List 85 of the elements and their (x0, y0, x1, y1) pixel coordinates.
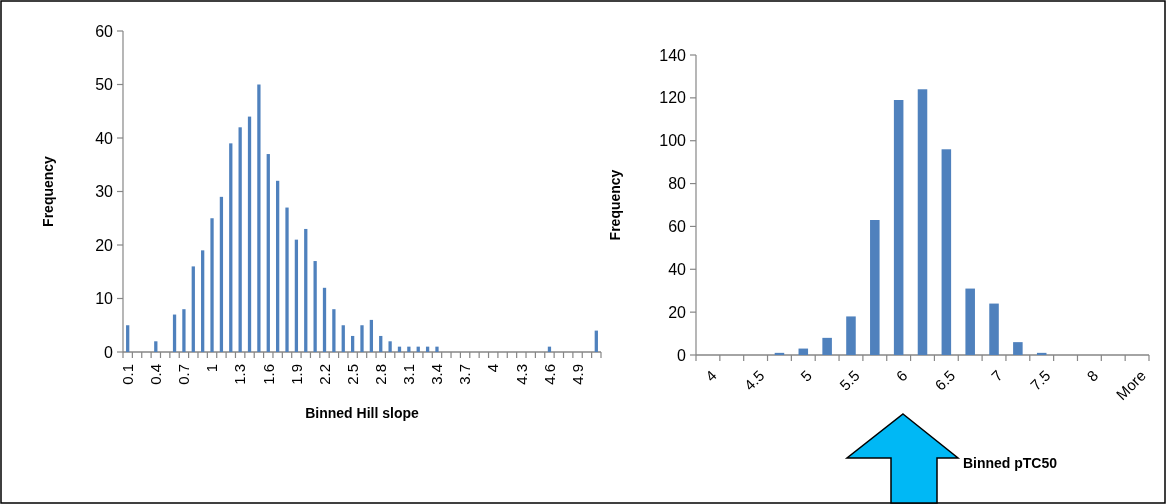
bar (247, 116, 252, 352)
x-tick-label: 4.9 (568, 364, 586, 385)
bar (126, 325, 130, 352)
bar (1013, 342, 1023, 355)
bar (1036, 352, 1047, 355)
bar (229, 143, 233, 352)
x-axis-title: Binned Hill slope (305, 405, 419, 421)
x-tick-label: 7 (987, 366, 1006, 385)
y-tick-label: 60 (95, 22, 114, 40)
x-tick-label: 1.3 (231, 364, 249, 385)
x-tick-label: 7.5 (1026, 366, 1054, 394)
x-tick-label: 1 (203, 364, 221, 373)
y-tick-label: 140 (659, 46, 687, 64)
bar (846, 316, 856, 355)
y-tick-label: 0 (104, 343, 114, 361)
y-tick-label: 10 (95, 290, 114, 308)
bar (210, 218, 214, 352)
bar (379, 335, 383, 352)
x-tick-label: 3.7 (456, 364, 474, 385)
y-tick-label: 0 (677, 346, 687, 364)
bar (294, 239, 299, 352)
y-tick-label: 40 (95, 129, 114, 147)
x-tick-label: 4.6 (540, 364, 558, 385)
bar (332, 309, 336, 352)
bar (257, 84, 261, 352)
y-tick-label: 80 (668, 175, 687, 193)
x-tick-label: 1.6 (259, 364, 277, 385)
bar (219, 196, 224, 352)
bar (360, 325, 364, 352)
bar (266, 154, 270, 352)
y-tick-label: 20 (95, 236, 114, 254)
bar (238, 127, 242, 352)
bar (341, 325, 345, 352)
y-axis-title: Frequency (40, 155, 56, 227)
x-tick-label: 2.8 (372, 364, 389, 385)
y-tick-label: 50 (95, 76, 114, 94)
x-tick-label: 4 (484, 364, 502, 373)
x-tick-label: 2.2 (315, 364, 333, 385)
bar (917, 89, 928, 355)
y-axis-title: Frequency (607, 169, 623, 241)
bar (285, 207, 289, 352)
x-axis-title: Binned pTC50 (962, 455, 1058, 471)
bar (941, 149, 952, 355)
y-tick-label: 100 (659, 132, 687, 150)
x-tick-label: 6.5 (931, 366, 959, 394)
x-tick-label: 2.5 (343, 364, 361, 385)
y-tick-label: 60 (668, 218, 687, 236)
bar (369, 319, 374, 352)
bar (322, 287, 327, 352)
bar (594, 330, 598, 352)
bar (276, 180, 280, 352)
bar (435, 346, 439, 352)
y-tick-label: 120 (659, 89, 687, 107)
bar (201, 250, 205, 352)
bar (313, 261, 317, 352)
bar (774, 352, 785, 355)
bar (893, 100, 904, 355)
bar (304, 228, 308, 352)
x-tick-label: 5.5 (836, 366, 863, 394)
x-tick-label: 0.1 (118, 364, 136, 385)
y-tick-label: 20 (668, 303, 687, 321)
bar (870, 220, 880, 355)
x-tick-label: 4.3 (512, 364, 530, 385)
bar (822, 337, 832, 355)
bar (965, 288, 975, 355)
x-tick-label: 4 (701, 366, 720, 385)
x-tick-label: 8 (1083, 366, 1102, 385)
x-tick-label: 5 (797, 366, 816, 385)
bar (154, 341, 158, 352)
x-tick-label: 1.9 (287, 364, 305, 385)
bar (388, 341, 392, 352)
bar (191, 266, 195, 352)
bar (407, 346, 411, 352)
bar (182, 309, 186, 352)
x-tick-label: 3.1 (400, 364, 418, 385)
y-tick-label: 40 (668, 260, 687, 278)
x-tick-label: 0.7 (175, 364, 193, 385)
bar (989, 303, 999, 355)
x-tick-label: 6 (892, 366, 911, 385)
x-tick-label: 0.4 (147, 364, 165, 385)
bar (172, 314, 177, 352)
x-tick-label: 4.5 (740, 366, 768, 394)
bar (350, 335, 355, 352)
x-tick-label: 3.4 (428, 364, 446, 385)
y-tick-label: 30 (95, 183, 114, 201)
